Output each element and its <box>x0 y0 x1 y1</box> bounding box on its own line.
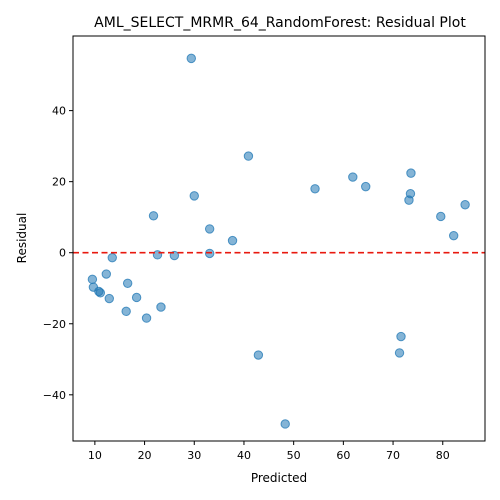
data-point <box>186 53 196 64</box>
y-axis-label: Residual <box>15 213 29 264</box>
data-point <box>448 230 459 241</box>
axes-frame <box>72 35 486 442</box>
y-tick-label: −20 <box>43 318 66 331</box>
x-tick-label: 20 <box>138 449 152 462</box>
data-point <box>121 306 131 317</box>
data-point <box>95 288 106 298</box>
x-tick-label: 60 <box>336 449 350 462</box>
data-point <box>101 269 111 279</box>
data-point <box>394 348 405 358</box>
data-point <box>253 350 264 360</box>
data-point <box>243 151 254 161</box>
x-tick-label: 80 <box>436 449 450 462</box>
data-point <box>131 292 142 303</box>
data-point <box>361 181 371 192</box>
data-point <box>396 331 406 342</box>
x-axis-label: Predicted <box>251 471 307 485</box>
x-tick-label: 50 <box>287 449 301 462</box>
x-tick-label: 10 <box>88 449 102 462</box>
data-point <box>104 293 114 304</box>
data-point <box>107 252 117 263</box>
data-point <box>189 191 199 201</box>
data-point <box>156 302 166 312</box>
data-point <box>122 278 133 288</box>
data-point <box>348 172 358 182</box>
data-point <box>310 184 320 194</box>
y-axis: −40 −20 0 20 40 <box>43 105 73 402</box>
data-point <box>460 200 470 210</box>
data-point <box>404 195 414 205</box>
x-tick-label: 40 <box>237 449 251 462</box>
plot-area <box>73 53 485 429</box>
data-point <box>152 250 163 260</box>
x-axis: 10 20 30 40 50 60 70 80 <box>88 441 450 462</box>
y-tick-label: −40 <box>43 389 66 402</box>
y-tick-label: 20 <box>52 176 66 189</box>
x-tick-label: 30 <box>187 449 201 462</box>
chart-title: AML_SELECT_MRMR_64_RandomForest: Residua… <box>94 15 466 31</box>
data-point <box>148 211 159 221</box>
y-tick-label: 0 <box>59 247 66 260</box>
data-point <box>406 168 416 178</box>
data-point <box>141 313 152 323</box>
y-tick-label: 40 <box>52 105 66 118</box>
data-point <box>436 211 446 222</box>
data-point <box>227 235 238 246</box>
x-tick-label: 70 <box>386 449 400 462</box>
data-point <box>204 224 215 234</box>
data-point <box>280 419 290 429</box>
data-point <box>87 274 98 285</box>
